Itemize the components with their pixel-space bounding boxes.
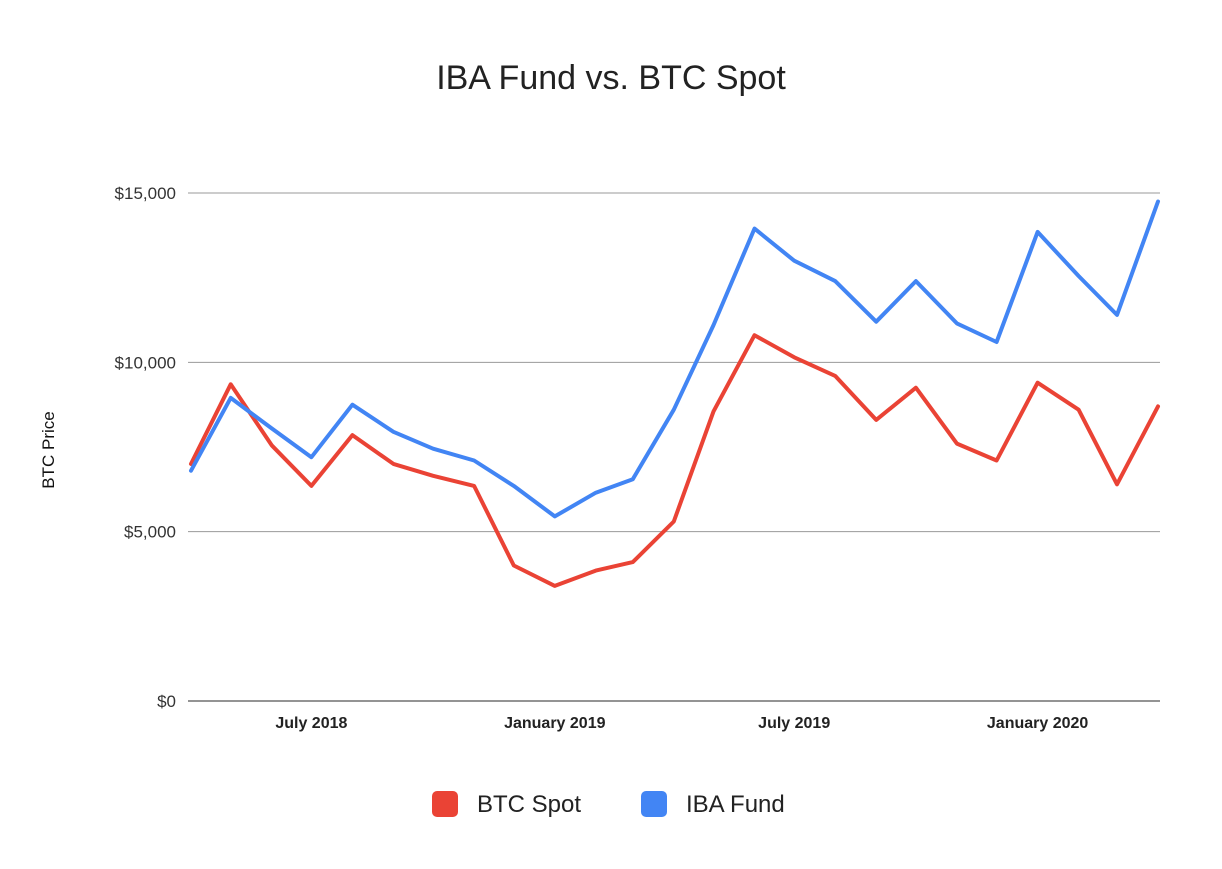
series-line-iba-fund [189, 199, 1160, 519]
series-line-btc-spot [189, 333, 1160, 588]
x-tick-label: January 2020 [987, 715, 1089, 732]
legend-swatch [641, 791, 667, 817]
x-tick-label: July 2018 [275, 715, 347, 732]
gridlines [188, 192, 1160, 702]
y-axis-label: BTC Price [39, 411, 58, 488]
legend-label: BTC Spot [477, 791, 581, 818]
y-tick-label: $10,000 [115, 353, 176, 372]
legend-label: IBA Fund [686, 791, 785, 818]
y-tick-label: $15,000 [115, 184, 176, 203]
x-tick-label: January 2019 [504, 715, 606, 732]
y-tick-label: $5,000 [124, 523, 176, 542]
y-tick-label: $0 [157, 692, 176, 711]
series-lines [189, 199, 1160, 588]
y-tick-labels: $0 $5,000 $10,000 $15,000 [115, 184, 176, 711]
legend-swatch [432, 791, 458, 817]
legend: BTC Spot IBA Fund [432, 791, 785, 818]
x-tick-labels: July 2018 January 2019 July 2019 January 20… [275, 715, 1088, 732]
chart-title: IBA Fund vs. BTC Spot [436, 59, 786, 97]
x-tick-label: July 2019 [758, 715, 830, 732]
